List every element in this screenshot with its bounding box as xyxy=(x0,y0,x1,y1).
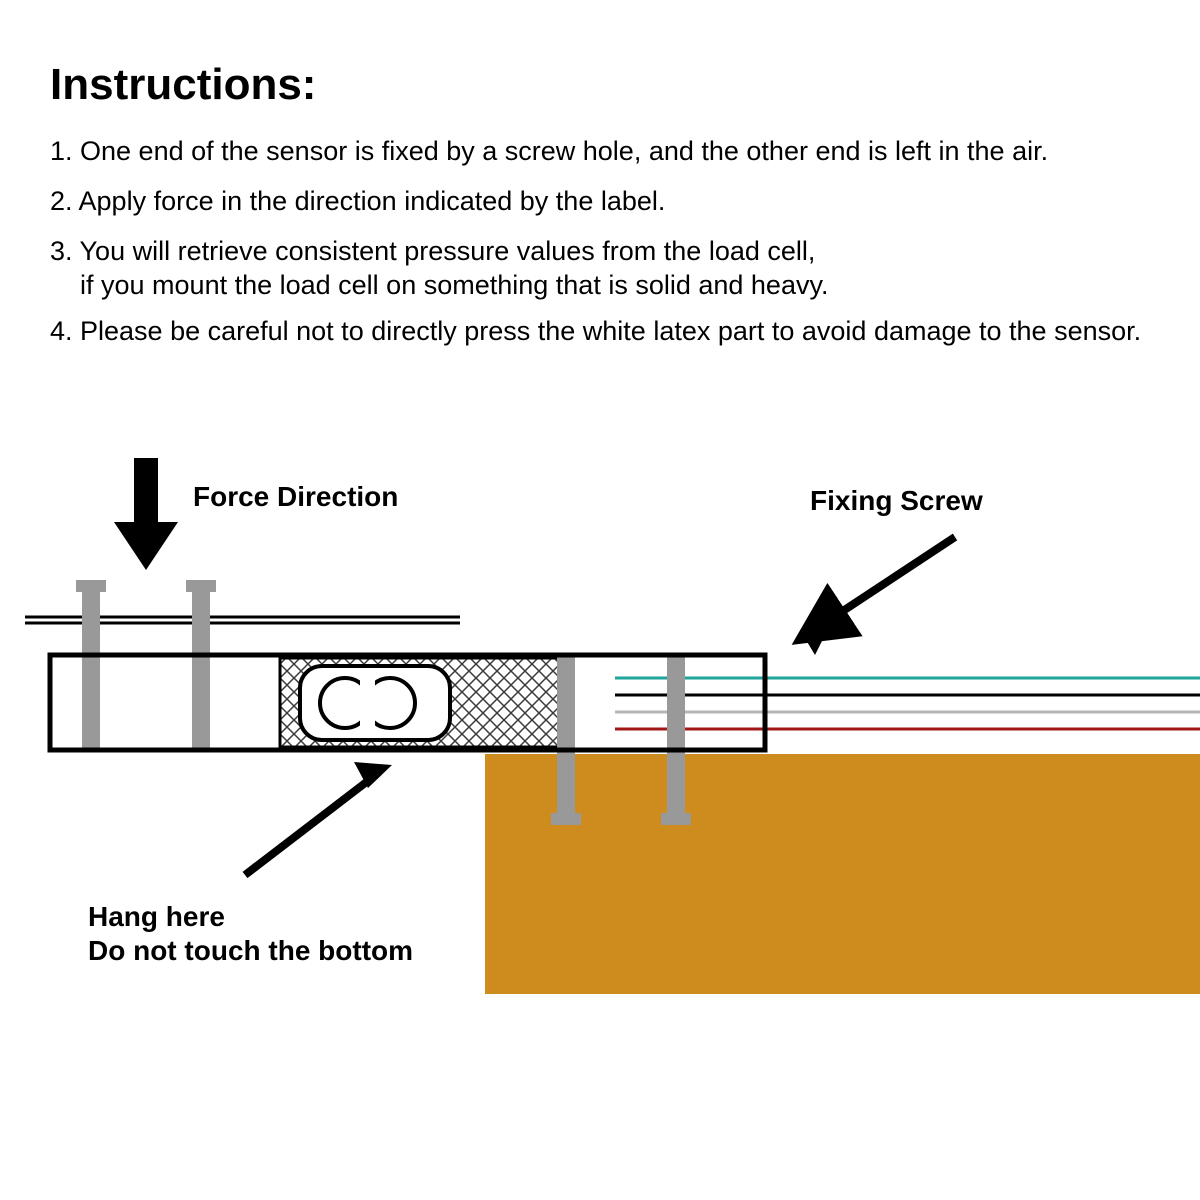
instruction-2: 2. Apply force in the direction indicate… xyxy=(50,185,665,219)
instruction-3-line1: 3. You will retrieve consistent pressure… xyxy=(50,236,815,266)
page-title: Instructions: xyxy=(50,60,316,110)
base-block xyxy=(485,754,1200,994)
fixing-screw-arrow-icon xyxy=(805,537,955,636)
instruction-3: 3. You will retrieve consistent pressure… xyxy=(50,235,828,303)
instruction-1: 1. One end of the sensor is fixed by a s… xyxy=(50,135,1048,169)
instruction-4: 4. Please be careful not to directly pre… xyxy=(50,315,1141,349)
force-arrow-icon xyxy=(114,458,178,570)
loadcell-diagram xyxy=(0,440,1200,1000)
fixing-screw-arrowhead xyxy=(800,625,830,655)
instruction-3-line2: if you mount the load cell on something … xyxy=(50,270,828,300)
hang-here-arrow-icon xyxy=(245,777,373,875)
